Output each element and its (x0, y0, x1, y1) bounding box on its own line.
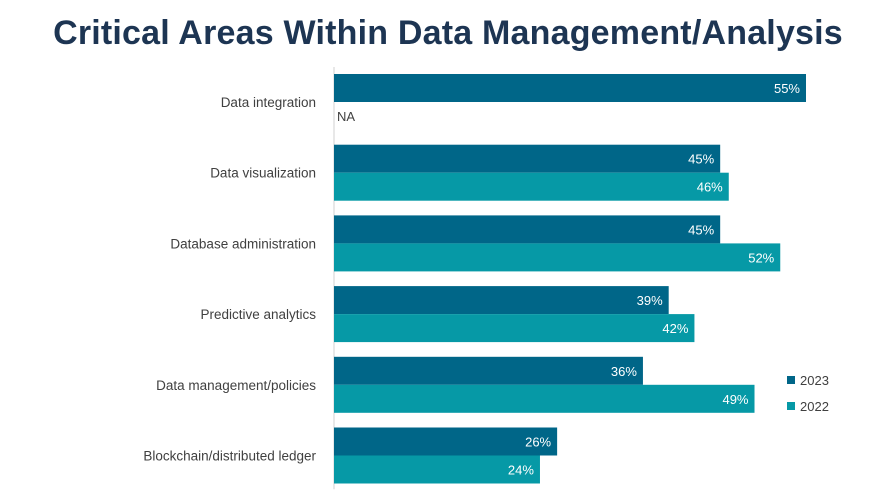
data-label: 49% (722, 392, 748, 407)
category-label: Data management/policies (156, 378, 316, 393)
legend: 2023 2022 (787, 373, 829, 414)
bar-2022 (334, 314, 695, 343)
data-label: 36% (611, 364, 637, 379)
bar-2023 (334, 427, 558, 456)
data-label: 39% (637, 293, 663, 308)
legend-label-2023: 2023 (800, 373, 829, 388)
data-label: 55% (774, 81, 800, 96)
chart-title: Critical Areas Within Data Management/An… (53, 14, 843, 52)
data-label: 46% (697, 180, 723, 195)
bar-2022 (334, 243, 781, 272)
category-label: Database administration (170, 236, 316, 251)
bar-2023 (334, 144, 721, 173)
legend-swatch-2022 (787, 402, 795, 410)
bar-2022 (334, 455, 540, 484)
data-label: 26% (525, 435, 551, 450)
data-label: 45% (688, 152, 714, 167)
bar-2022 (334, 384, 755, 413)
legend-swatch-2023 (787, 376, 795, 384)
bar-2023 (334, 74, 806, 102)
data-label: 45% (688, 222, 714, 237)
category-label: Blockchain/distributed ledger (143, 449, 316, 464)
category-label: Predictive analytics (200, 307, 316, 322)
bar-2023 (334, 356, 643, 385)
data-label: 42% (662, 321, 688, 336)
bar-2023 (334, 215, 721, 244)
bar-2023 (334, 286, 669, 315)
data-label: 24% (508, 463, 534, 478)
category-labels: Data integration Data visualization Databa… (143, 95, 316, 464)
category-label: Data visualization (210, 166, 316, 181)
bars: 55% NA 45% 46% 45% 52% 39% 42% 36% 49% 26% 24% (334, 74, 806, 484)
category-label: Data integration (221, 95, 316, 110)
na-label: NA (337, 109, 355, 124)
legend-label-2022: 2022 (800, 399, 829, 414)
data-label: 52% (748, 250, 774, 265)
bar-2022 (334, 172, 729, 201)
